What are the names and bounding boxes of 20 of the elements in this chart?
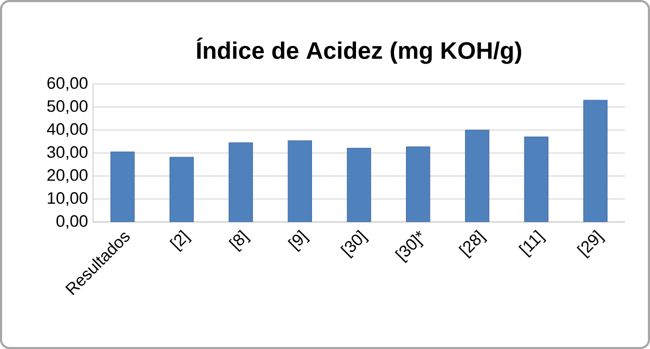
x-tick-label: [9]: [288, 230, 310, 252]
y-tick-label: 10,00: [48, 192, 88, 206]
bar: [406, 146, 430, 222]
bar: [465, 130, 490, 222]
x-tick-label: [2]: [169, 230, 192, 252]
x-tick-label: [8]: [228, 230, 251, 252]
bar: [110, 152, 135, 222]
chart-title: Índice de Acidez (mg KOH/g): [196, 38, 522, 64]
y-tick-label: 60,00: [47, 77, 88, 91]
y-tick-label: 40,00: [46, 123, 88, 137]
y-tick-label: 50,00: [47, 100, 88, 114]
bar: [524, 136, 548, 222]
y-tick-label: 30,00: [47, 146, 88, 160]
bar: [228, 142, 253, 222]
bar: [346, 148, 372, 222]
y-tick-label: 20,00: [47, 169, 88, 183]
y-tick-label: 0,00: [56, 215, 88, 229]
bar: [170, 156, 194, 222]
bar: [288, 140, 312, 222]
bar: [583, 100, 608, 222]
